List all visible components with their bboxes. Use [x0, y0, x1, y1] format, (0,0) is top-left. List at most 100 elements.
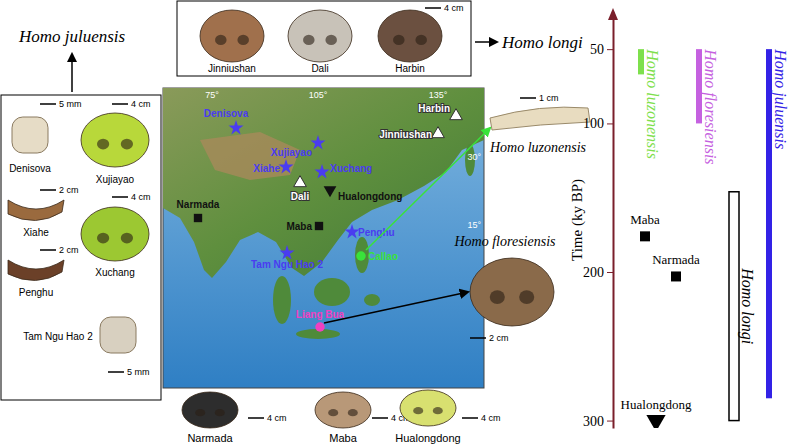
y-tick: 100 [583, 116, 613, 131]
orbit [415, 35, 427, 45]
point-label: Maba [630, 212, 660, 227]
specimen-label: Denisova [9, 163, 51, 174]
specimen-label: Xujiayao [96, 174, 135, 185]
fossil-image [378, 10, 442, 62]
range-bar [729, 192, 739, 421]
site-marker [324, 186, 337, 197]
site-label: Tam Ngu Hao 2 [251, 259, 323, 270]
orbit [348, 409, 358, 416]
species-label: Homo longi [501, 33, 583, 52]
range-bar [696, 49, 702, 123]
site-label: Xujiayao [271, 147, 312, 158]
skull [315, 392, 371, 428]
orbit [97, 233, 109, 244]
orbit [325, 35, 337, 45]
orbit [433, 407, 443, 414]
axis-arrow [608, 8, 618, 20]
scale-bar-label: 5 mm [127, 367, 150, 377]
fossil-image [315, 392, 371, 428]
site-point [646, 415, 665, 428]
tick-label: 200 [583, 265, 604, 280]
scale-bar-label: 2 cm [59, 245, 79, 255]
orbit [215, 35, 227, 45]
fossil-image [100, 317, 136, 353]
series-label: Homo floresiensis [701, 48, 719, 164]
specimen-label: Penghu [19, 287, 53, 298]
series-label: Homo longi [738, 267, 756, 344]
species-label: Homo luzonensis [489, 140, 587, 155]
fossil-image [490, 107, 590, 130]
species-label: Homo floresiensis [454, 234, 557, 249]
tick-label: 100 [583, 116, 604, 131]
orbit [121, 139, 133, 150]
site-label: Jinniushan [379, 129, 432, 140]
site-label: Hualongdong [338, 191, 402, 202]
scale-bar [112, 196, 128, 198]
tick-mark [607, 272, 613, 273]
site-marker [278, 159, 293, 173]
orbit [303, 35, 315, 45]
skull [400, 390, 456, 426]
site-point [640, 231, 650, 241]
scale-bar-label: 4 cm [131, 99, 151, 109]
site-marker [194, 214, 202, 222]
map: 75°105°135°30°15°DenisovaXujiayaoXiaheXu… [163, 88, 484, 388]
y-tick: 200 [583, 265, 613, 280]
site-marker [432, 127, 445, 138]
site-label: Xuchang [330, 163, 372, 174]
specimen-label: Maba [329, 432, 357, 444]
latitude-label: 15° [467, 220, 481, 230]
specimen-label: Tam Ngu Hao 2 [23, 331, 93, 342]
latitude-label: 30° [467, 152, 481, 162]
fossil-image [288, 10, 352, 62]
orbit [237, 35, 249, 45]
specimen-label: Xiahe [23, 227, 49, 238]
island [314, 278, 350, 306]
bottom-panel: Narmada4 cmMaba4 cmHualongdong4 cm [182, 390, 501, 444]
site-point [671, 271, 681, 281]
site-marker [310, 135, 325, 149]
panel-frame [177, 1, 471, 76]
island [364, 294, 380, 306]
top-panel: JinniushanDaliHarbin4 cm [177, 1, 471, 76]
scale-bar-label: 2 cm [59, 185, 79, 195]
tick-mark [607, 49, 613, 50]
site-label: Harbin [418, 103, 450, 114]
skull [470, 258, 554, 326]
fossil-image [182, 392, 238, 428]
orbit [413, 407, 423, 414]
arrow [71, 54, 73, 92]
land [163, 88, 484, 278]
scale-bar [248, 417, 264, 419]
orbit [490, 290, 505, 304]
species-label: Homo juluensis [18, 27, 126, 46]
scale-bar-label: 4 cm [444, 3, 464, 13]
panel-frame [1, 95, 161, 400]
site-label: Callao [368, 251, 398, 262]
site-label: Dali [291, 191, 310, 202]
tick-mark [607, 421, 613, 422]
scale-bar-label: 5 mm [59, 99, 82, 109]
longitude-label: 135° [429, 90, 448, 100]
specimen-label: Xuchang [95, 267, 134, 278]
skull [378, 10, 442, 62]
point-label: Narmada [652, 252, 700, 267]
scale-bar-label: 4 cm [481, 413, 501, 423]
timeline-chart: 50100200300Time (ky BP)Homo luzonensisHo… [569, 8, 789, 432]
arrow [324, 292, 468, 323]
site-marker [356, 251, 365, 260]
sea [163, 88, 484, 388]
figure-container: Jinniushan Dali Harbin 4 cm Homo longi Homo j… [0, 0, 795, 447]
point-label: Hualongdong [621, 397, 692, 412]
orbit [215, 409, 225, 416]
site-label: Narmada [177, 199, 220, 210]
series-label: Homo juluensis [771, 48, 789, 149]
y-axis-line [613, 13, 615, 429]
range-bar [766, 49, 772, 398]
fossil-image [81, 113, 149, 167]
range-bar [638, 49, 644, 74]
scale-bar-label: 2 cm [489, 333, 509, 343]
specimen-label: Harbin [395, 63, 424, 74]
scale-bar [108, 371, 124, 373]
skull [182, 392, 238, 428]
